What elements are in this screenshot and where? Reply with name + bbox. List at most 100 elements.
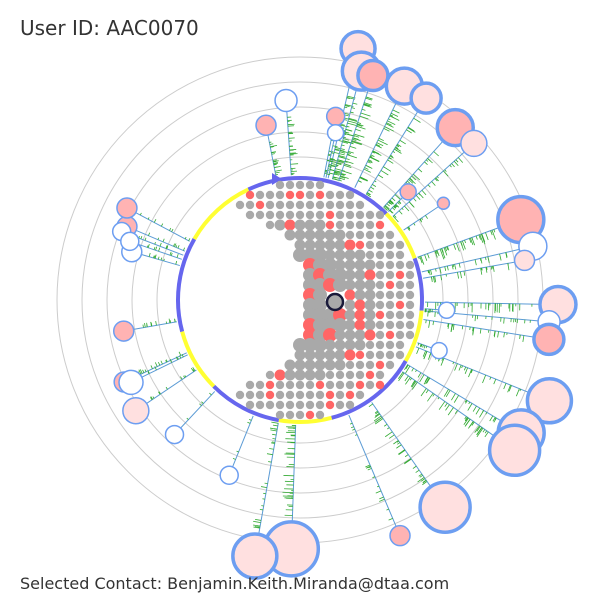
activity-tick xyxy=(363,104,372,108)
activity-tick xyxy=(446,246,450,251)
activity-tick xyxy=(435,250,438,254)
activity-tick xyxy=(359,177,365,181)
activity-tick xyxy=(157,237,160,240)
activity-tick xyxy=(289,153,298,155)
email-dot xyxy=(275,390,285,400)
activity-tick xyxy=(330,165,336,168)
activity-tick xyxy=(461,365,463,369)
activity-tick xyxy=(392,109,400,114)
activity-tick xyxy=(169,251,172,256)
activity-tick xyxy=(443,247,448,256)
contact-spoke xyxy=(365,110,419,195)
activity-tick xyxy=(372,151,375,154)
activity-tick xyxy=(176,253,179,258)
center-arc-segment xyxy=(180,331,216,388)
email-dot xyxy=(365,210,375,220)
email-dot xyxy=(335,210,345,220)
activity-tick xyxy=(159,242,162,247)
email-dot xyxy=(375,330,385,340)
contact-spoke xyxy=(291,424,297,522)
email-dot xyxy=(245,200,255,210)
activity-tick xyxy=(389,200,394,205)
email-dot xyxy=(365,370,375,380)
activity-tick xyxy=(367,468,372,471)
activity-tick xyxy=(163,258,165,262)
activity-tick xyxy=(374,418,384,425)
email-dot xyxy=(385,270,395,280)
activity-tick xyxy=(271,153,275,155)
center-arc-segment xyxy=(403,310,424,362)
email-dot xyxy=(294,349,306,361)
activity-tick xyxy=(157,256,160,260)
activity-tick xyxy=(345,128,353,132)
activity-tick xyxy=(361,108,366,111)
activity-tick xyxy=(407,127,416,133)
activity-tick xyxy=(472,327,474,332)
contact-spoke xyxy=(141,254,180,267)
activity-tick xyxy=(152,396,155,399)
email-dot xyxy=(245,390,255,400)
email-dot xyxy=(405,270,415,280)
activity-tick xyxy=(273,162,278,164)
activity-tick xyxy=(493,229,496,233)
activity-tick xyxy=(422,480,427,484)
contact-spoke xyxy=(392,151,465,217)
activity-tick xyxy=(139,369,143,374)
activity-tick xyxy=(365,97,373,101)
email-dot xyxy=(255,190,265,200)
activity-tick xyxy=(247,421,251,424)
email-dot xyxy=(344,249,356,261)
email-dot xyxy=(294,369,306,381)
activity-tick xyxy=(409,377,412,381)
email-dot xyxy=(305,380,315,390)
activity-tick xyxy=(470,369,473,374)
activity-tick xyxy=(344,106,348,109)
email-dot xyxy=(395,310,405,320)
activity-tick xyxy=(334,148,345,152)
activity-tick xyxy=(383,166,392,172)
activity-tick xyxy=(420,478,426,482)
activity-tick xyxy=(175,356,178,360)
activity-tick xyxy=(178,351,182,356)
activity-tick xyxy=(461,325,464,330)
email-dot xyxy=(245,380,255,390)
email-dot xyxy=(304,349,316,361)
email-dot xyxy=(255,380,265,390)
email-dot xyxy=(334,329,346,341)
activity-tick xyxy=(464,399,467,403)
activity-tick xyxy=(422,350,426,357)
activity-tick xyxy=(445,404,450,411)
activity-tick xyxy=(180,376,183,380)
activity-tick xyxy=(348,118,358,122)
selected-contact-dot xyxy=(325,292,345,312)
activity-tick xyxy=(236,450,239,453)
email-dot xyxy=(295,410,305,420)
activity-tick xyxy=(154,362,158,367)
activity-tick xyxy=(158,391,161,395)
email-dot xyxy=(303,258,317,272)
activity-tick xyxy=(379,498,385,502)
activity-tick xyxy=(273,428,278,430)
activity-tick xyxy=(420,344,423,347)
activity-tick xyxy=(411,175,417,181)
activity-tick xyxy=(471,237,473,240)
activity-tick xyxy=(417,372,422,378)
activity-tick xyxy=(413,223,416,226)
activity-tick xyxy=(464,418,471,427)
activity-tick xyxy=(419,256,423,264)
activity-tick xyxy=(147,371,150,374)
email-dot xyxy=(265,390,275,400)
email-dot xyxy=(315,390,325,400)
activity-tick xyxy=(405,364,409,369)
activity-tick xyxy=(427,392,434,402)
activity-tick xyxy=(474,315,476,322)
activity-tick xyxy=(154,242,156,245)
activity-tick xyxy=(421,189,427,196)
activity-tick xyxy=(493,417,497,423)
activity-tick xyxy=(150,322,153,327)
email-dot xyxy=(334,339,346,351)
activity-tick xyxy=(365,164,373,169)
email-dot xyxy=(303,268,317,282)
contact-spoke xyxy=(286,111,292,176)
activity-tick xyxy=(355,128,361,132)
